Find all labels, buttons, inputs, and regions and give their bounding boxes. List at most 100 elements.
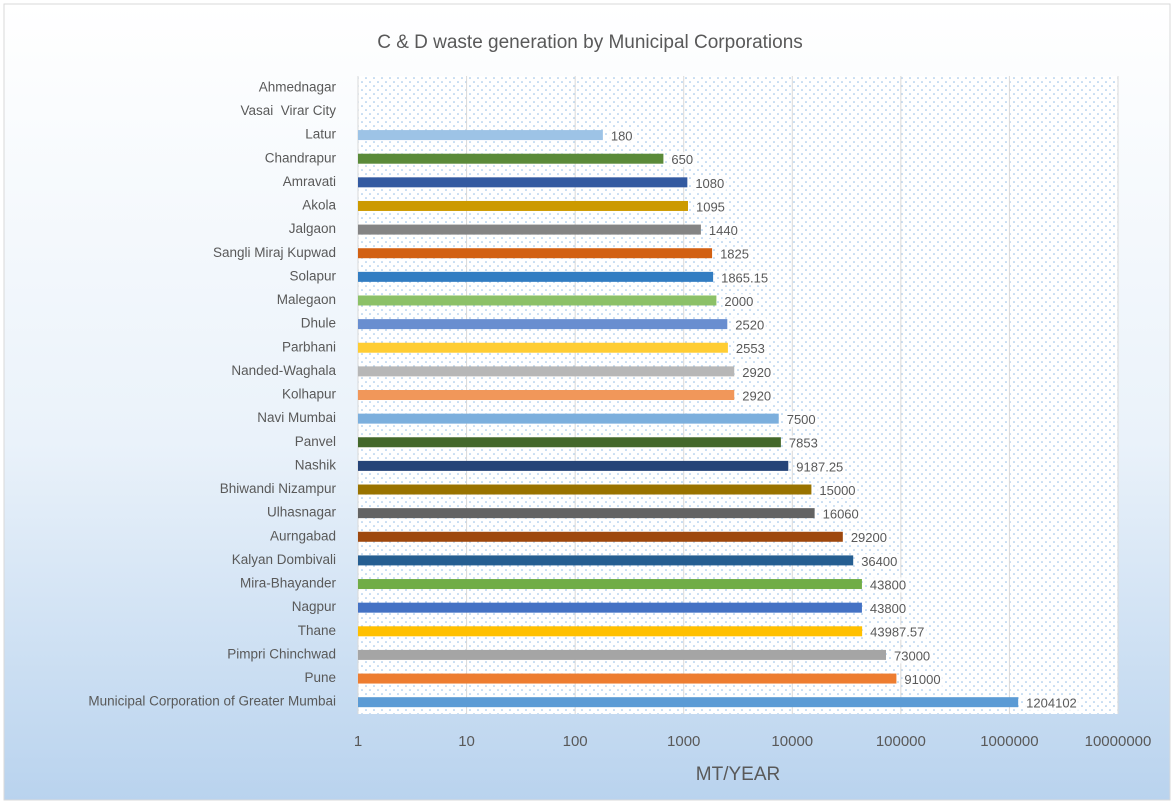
data-label: 15000 (819, 483, 855, 498)
y-tick-label: Latur (305, 127, 336, 142)
data-label: 1865.15 (721, 270, 768, 285)
bar (358, 460, 789, 471)
y-tick-label: Nanded-Waghala (231, 363, 336, 378)
y-tick-label: Vasai Virar City (240, 103, 336, 118)
bar (358, 413, 779, 424)
y-tick-label: Thane (298, 623, 336, 638)
x-tick-label: 1 (354, 733, 362, 750)
data-label-background (1024, 695, 1079, 711)
y-tick-label: Bhiwandi Nizampur (220, 481, 337, 496)
data-label-background (722, 293, 756, 309)
data-label-background (718, 246, 752, 262)
bar (358, 153, 664, 164)
bar (358, 626, 863, 637)
y-tick-label: Aurngabad (270, 528, 336, 543)
y-tick-label: Nagpur (292, 599, 337, 614)
data-label-background (848, 530, 889, 546)
data-label: 2553 (736, 341, 765, 356)
y-tick-label: Chandrapur (265, 150, 337, 165)
y-tick-label: Solapur (289, 268, 336, 283)
y-tick-label: Nashik (295, 457, 337, 472)
data-label: 1080 (695, 176, 724, 191)
y-tick-label: Ulhasnagar (267, 505, 337, 520)
data-label-background (719, 270, 771, 286)
y-tick-label: Kalyan Dombivali (232, 552, 336, 567)
data-label-background (868, 624, 927, 640)
bar (358, 248, 713, 259)
data-label: 36400 (861, 554, 897, 569)
chart-title: C & D waste generation by Municipal Corp… (377, 32, 803, 53)
data-label-background (859, 553, 900, 569)
x-axis-title: MT/YEAR (696, 764, 780, 785)
bar (358, 342, 728, 353)
data-label: 2520 (735, 318, 764, 333)
y-tick-label: Jalgaon (289, 221, 336, 236)
data-label-background (817, 482, 858, 498)
x-tick-label: 10 (458, 733, 475, 750)
y-tick-label: Mira-Bhayander (240, 576, 337, 591)
bar (358, 602, 862, 613)
data-label: 29200 (851, 530, 887, 545)
data-label: 180 (611, 129, 633, 144)
data-label: 16060 (823, 507, 859, 522)
data-label: 43800 (870, 601, 906, 616)
data-label: 1204102 (1026, 696, 1077, 711)
y-tick-label: Sangli Miraj Kupwad (213, 245, 336, 260)
x-tick-label: 1000 (667, 733, 700, 750)
data-label: 7500 (787, 412, 816, 427)
bar (358, 673, 897, 684)
y-tick-label: Malegaon (277, 292, 336, 307)
y-tick-label: Municipal Corporation of Greater Mumbai (88, 694, 336, 709)
data-label-background (693, 175, 727, 191)
y-tick-label: Panvel (295, 434, 336, 449)
x-tick-label: 10000 (771, 733, 813, 750)
data-label-background (784, 412, 818, 428)
bar (358, 271, 714, 282)
data-label: 1440 (709, 223, 738, 238)
y-tick-label: Navi Mumbai (257, 410, 336, 425)
x-tick-label: 1000000 (980, 733, 1038, 750)
data-label: 43800 (870, 577, 906, 592)
data-label: 650 (671, 152, 693, 167)
data-label-background (786, 435, 820, 451)
data-label-background (867, 577, 909, 593)
data-label-background (820, 506, 861, 522)
data-label-background (902, 671, 943, 687)
y-tick-label: Ahmednagar (259, 79, 337, 94)
data-label: 1095 (696, 199, 725, 214)
y-tick-label: Pimpri Chinchwad (227, 646, 336, 661)
bar (358, 697, 1019, 708)
bar (358, 177, 688, 188)
y-tick-label: Kolhapur (282, 387, 337, 402)
data-label: 7853 (789, 436, 818, 451)
data-label: 91000 (904, 672, 940, 687)
data-label-background (608, 128, 635, 144)
data-label: 73000 (894, 648, 930, 663)
bar (358, 319, 728, 330)
data-label-background (693, 199, 727, 215)
bar (358, 437, 781, 448)
data-label-background (867, 601, 909, 617)
y-tick-label: Akola (302, 198, 336, 213)
bar (358, 295, 717, 306)
bar (358, 200, 688, 211)
bar (358, 555, 854, 566)
y-tick-label: Pune (304, 670, 336, 685)
x-tick-label: 100000 (876, 733, 926, 750)
data-label: 1825 (720, 247, 749, 262)
data-label-background (740, 364, 774, 380)
bar (358, 390, 735, 400)
data-label-background (733, 341, 767, 357)
data-label: 9187.25 (796, 459, 843, 474)
bar (358, 531, 843, 542)
bar (358, 130, 603, 141)
bar (358, 224, 701, 235)
data-label: 2920 (742, 365, 771, 380)
bar (358, 649, 887, 660)
bar (358, 508, 815, 519)
data-label: 43987.57 (870, 625, 924, 640)
data-label: 2920 (742, 388, 771, 403)
data-label-background (892, 648, 933, 664)
